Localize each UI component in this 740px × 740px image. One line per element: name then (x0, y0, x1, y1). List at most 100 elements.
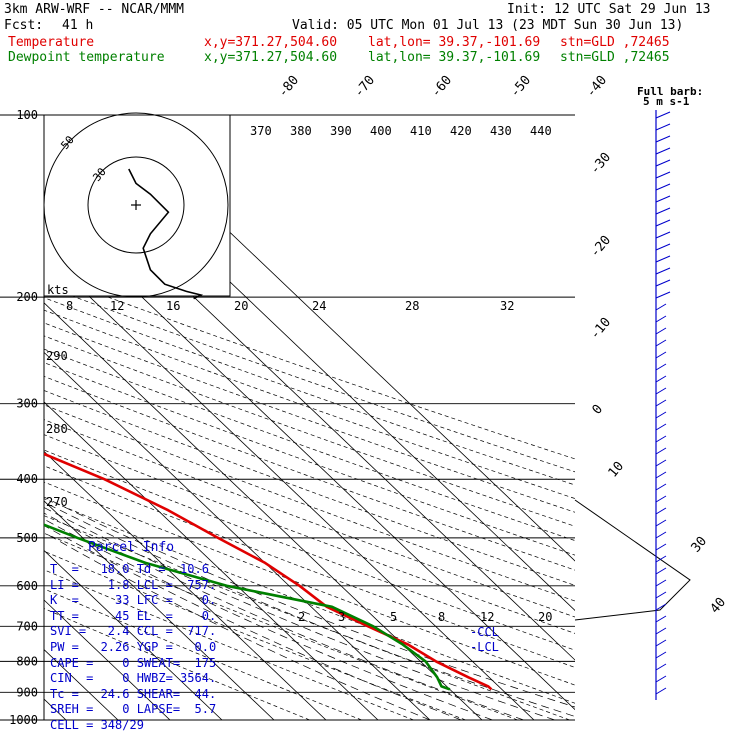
parcel-level-label: -LCL (470, 640, 499, 654)
wind-barbs: Full barb:5 m s-1 (637, 85, 703, 700)
wind-barb-flag (655, 495, 667, 503)
isotherm-label: -30 (588, 150, 615, 178)
wind-barb-flag (655, 375, 667, 383)
dewpoint-latlon: lat,lon= 39.37,-101.69 (368, 50, 541, 65)
parcel-info-row: PW = 2.26 YGP = 0.0 (50, 640, 217, 654)
wind-barb-unit: 5 m s-1 (643, 95, 690, 108)
init-time: Init: 12 UTC Sat 29 Jun 13 (507, 2, 711, 17)
theta-left-label: 280 (46, 422, 68, 436)
dry-adiabat (44, 532, 518, 720)
mixing-ratio-label: 16 (166, 299, 180, 313)
wind-barb-flag (655, 135, 671, 143)
parcel-info-row: CIN = 0 HWBZ= 3564. (50, 671, 217, 686)
wind-barb-flag (655, 603, 667, 611)
hodograph-ring-outer (43, 112, 229, 298)
dewpoint-legend: Dewpoint temperature (8, 50, 165, 65)
mixing-ratio-label: 12 (110, 299, 124, 313)
isotherm-label: -80 (276, 73, 303, 101)
wind-barb-flag (655, 159, 671, 167)
wind-barb-flag (655, 435, 667, 443)
moist-adiabat (44, 518, 493, 720)
theta-left-label: 270 (46, 495, 68, 509)
parcel-info-row: CAPE = 0 SWEAT= 175 (50, 655, 217, 670)
pressure-label: 500 (16, 531, 38, 545)
parcel-info-row: CELL = 348/29 (50, 718, 144, 732)
wind-barb-flag (655, 663, 667, 671)
wind-barb-flag (655, 207, 671, 215)
wind-barb-flag (655, 507, 667, 515)
wind-barb-flag (655, 363, 667, 371)
theta-label: 390 (330, 124, 352, 138)
hodograph-trace (128, 168, 204, 300)
forecast-hour: 41 h (62, 18, 94, 33)
mixing-ratio-label: 3 (338, 610, 345, 624)
wind-barb-flag (655, 303, 667, 311)
isotherm-label: -50 (508, 73, 535, 101)
hodograph-unit-label: kts (47, 283, 69, 297)
dry-adiabat (44, 481, 575, 686)
valid-time: Valid: 05 UTC Mon 01 Jul 13 (23 MDT Sun … (292, 18, 684, 33)
theta-label: 440 (530, 124, 552, 138)
wind-barb-flag (655, 279, 671, 287)
parcel-info-row: T = 18.0 Td = 10.6 (50, 562, 209, 576)
plot-right-boundary (574, 499, 691, 621)
parcel-info-row: SVI = 2.4 CCL = 717. (50, 624, 217, 639)
temperature-legend: Temperature (8, 35, 95, 50)
mixing-ratio-label: 20 (538, 610, 552, 624)
dry-adiabat (44, 449, 575, 651)
dry-adiabat (44, 550, 466, 720)
wind-barb-flag (655, 615, 667, 623)
wind-barb-flag (655, 291, 671, 299)
wind-barb-flag (655, 255, 671, 263)
isotherm-label: -20 (588, 233, 615, 261)
wind-barb-flag (655, 195, 671, 203)
parcel-info-row: TT = 45 EL = 0. (50, 608, 217, 623)
pressure-label: 900 (16, 685, 38, 699)
wind-barb-flag (655, 123, 671, 131)
dry-adiabat (44, 434, 575, 634)
wind-barb-flag (655, 591, 667, 599)
wind-barb-flag (655, 627, 667, 635)
dry-adiabat (44, 465, 575, 668)
parcel-info-row: K = 33 LFC = 0. (50, 593, 217, 608)
wind-barb-flag (655, 639, 667, 647)
wind-barb-flag (655, 531, 667, 539)
wind-barb-flag (655, 111, 671, 119)
model-title: 3km ARW-WRF -- NCAR/MMM (4, 2, 185, 17)
wind-barb-flag (655, 243, 671, 251)
dry-adiabat (44, 608, 310, 720)
isotherm-line (44, 599, 171, 720)
wind-barb-flag (655, 579, 667, 587)
mixing-ratio-label: 5 (390, 610, 397, 624)
temperature-profile (44, 452, 493, 691)
pressure-label: 1000 (9, 713, 38, 727)
wind-barb-flag (655, 351, 667, 359)
pressure-label: 400 (16, 472, 38, 486)
dry-adiabat (44, 419, 575, 618)
dry-adiabat (44, 322, 575, 513)
wind-barb-flag (655, 399, 667, 407)
wind-barb-flag (655, 519, 667, 527)
theta-label: 370 (250, 124, 272, 138)
dry-adiabat (44, 297, 575, 486)
dry-adiabat (44, 285, 575, 473)
wind-barb-flag (655, 267, 671, 275)
dewpoint-station: stn=GLD ,72465 (560, 50, 670, 65)
sounding-profiles (44, 452, 493, 691)
dry-adiabat (44, 588, 362, 720)
mixing-ratio-label: 20 (234, 299, 248, 313)
moist-adiabat (44, 501, 575, 717)
mixing-ratio-label: 28 (405, 299, 419, 313)
mixing-ratio-label: 32 (500, 299, 514, 313)
wind-barb-flag (655, 555, 667, 563)
pressure-label: 300 (16, 397, 38, 411)
wind-barb-flag (655, 231, 671, 239)
isotherm-label: 0 (590, 402, 607, 418)
pressure-label: 100 (16, 108, 38, 122)
pressure-label: 800 (16, 654, 38, 668)
isotherm-label: 10 (606, 459, 628, 481)
isotherm-label: -10 (588, 315, 615, 343)
moist-adiabat (44, 512, 524, 720)
theta-label: 430 (490, 124, 512, 138)
